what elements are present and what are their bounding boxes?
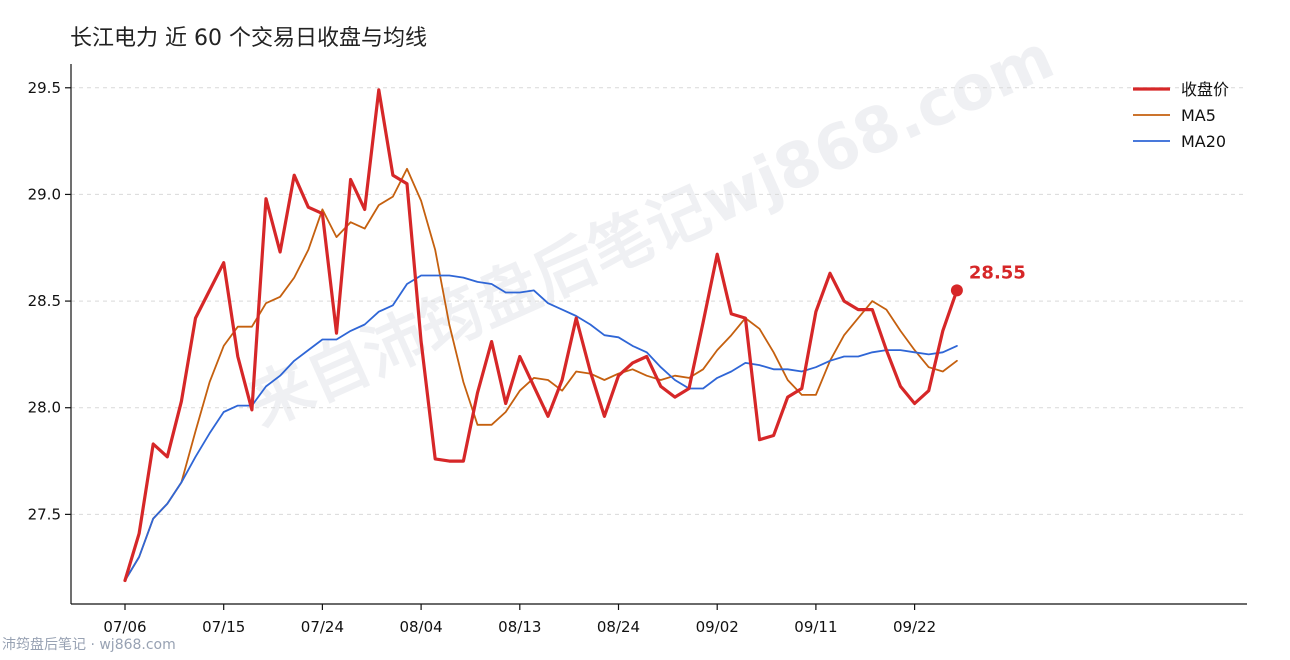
series-line-ma5	[124, 167, 958, 582]
y-tick-label: 29.5	[28, 79, 61, 97]
axes: 27.5 28.0 28.5 29.0 29.5 07/06 07/15 07/24 08/04…	[28, 64, 1247, 636]
legend-label: 收盘价	[1181, 80, 1229, 99]
x-tick-label: 08/04	[399, 618, 442, 636]
last-close-marker	[950, 284, 963, 297]
y-tick-label: 28.0	[28, 399, 61, 417]
x-tick-label: 09/02	[696, 618, 739, 636]
x-tick-label: 07/24	[301, 618, 344, 636]
legend-label: MA5	[1181, 106, 1216, 125]
y-tick-label: 27.5	[28, 505, 61, 523]
x-tick-label: 09/22	[893, 618, 936, 636]
y-tick-label: 29.0	[28, 185, 61, 203]
y-tick-label: 28.5	[28, 292, 61, 310]
x-tick-label: 07/15	[202, 618, 245, 636]
series-lines: 28.55	[123, 88, 1026, 583]
x-tick-label: 09/11	[794, 618, 837, 636]
legend-label: MA20	[1181, 132, 1226, 151]
grid	[71, 87, 1247, 515]
x-tick-label: 08/13	[498, 618, 541, 636]
chart-title: 长江电力 近 60 个交易日收盘与均线	[70, 26, 427, 51]
series-line-ma20	[124, 274, 958, 582]
legend: 收盘价 MA5 MA20	[1133, 80, 1229, 151]
footer-watermark: 沛筠盘后笔记 · wj868.com	[2, 637, 176, 653]
x-tick-label: 07/06	[103, 618, 146, 636]
last-close-label: 28.55	[969, 262, 1026, 283]
series-line-close	[123, 88, 959, 583]
x-tick-label: 08/24	[597, 618, 640, 636]
